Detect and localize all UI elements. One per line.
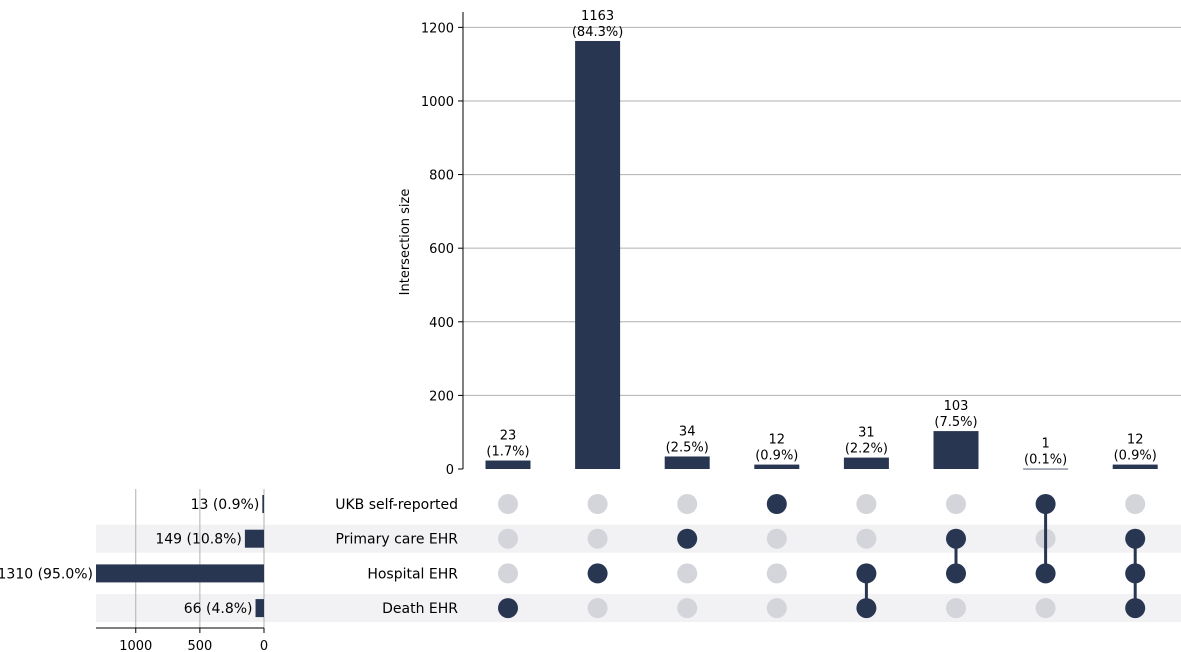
matrix-dot-inactive [946, 494, 966, 514]
bar-count-label: 23 [500, 429, 517, 444]
matrix-dot-inactive [587, 494, 608, 514]
x-tick-label: 500 [187, 639, 212, 652]
set-size-bar [244, 529, 264, 548]
matrix-dot-active [1125, 528, 1146, 549]
intersection-bar [933, 431, 979, 469]
matrix-dot-inactive [946, 598, 966, 619]
matrix-dot-active [1125, 563, 1146, 584]
matrix-dot-active [856, 563, 877, 584]
y-tick-label: 1000 [421, 95, 454, 110]
row-stripe [96, 594, 1181, 623]
intersection-bars [485, 40, 1158, 470]
y-tick-label: 1200 [421, 21, 454, 36]
set-name: UKB self-reported [335, 497, 458, 513]
matrix-dot-active [1035, 563, 1056, 584]
bar-percent-label: (0.1%) [1024, 453, 1067, 468]
intersection-bar [1112, 464, 1158, 469]
set-name: Death EHR [382, 601, 458, 617]
matrix-dot-inactive [677, 563, 698, 584]
set-size-bars [96, 495, 264, 618]
set-size-label: 66 (4.8%) [184, 601, 253, 617]
y-tick-label: 800 [429, 169, 454, 184]
intersection-bar [664, 456, 710, 469]
x-tick-label: 0 [260, 639, 268, 652]
set-size-bar [262, 495, 264, 513]
set-name-labels: UKB self-reported Primary care EHR Hospita… [335, 497, 458, 617]
bar-count-label: 12 [1127, 433, 1144, 448]
set-size-labels: 13 (0.9%) 149 (10.8%) 1310 (95.0%) 66 (4.8%… [0, 497, 259, 617]
matrix-dot-inactive [856, 528, 877, 549]
intersection-bar [485, 460, 531, 469]
bar-count-label: 1 [1041, 437, 1049, 452]
matrix-dot-inactive [766, 528, 787, 549]
matrix-dot-active [498, 598, 518, 619]
bar-percent-label: (2.2%) [845, 442, 888, 457]
y-tick-label: 200 [429, 389, 454, 404]
intersection-bar [754, 464, 800, 469]
set-name: Primary care EHR [336, 532, 459, 548]
x-tick-label: 1000 [119, 639, 152, 652]
matrix-dot-active [677, 528, 698, 549]
matrix-dot-inactive [498, 563, 518, 584]
matrix-dot-active [1125, 598, 1146, 619]
set-name: Hospital EHR [367, 566, 458, 582]
set-size-label: 1310 (95.0%) [0, 566, 93, 582]
y-axis-title: Intersection size [398, 189, 413, 296]
matrix-dot-inactive [498, 528, 518, 549]
bar-count-label: 12 [769, 433, 786, 448]
bar-percent-label: (1.7%) [486, 445, 529, 460]
bar-percent-label: (0.9%) [1114, 449, 1157, 464]
matrix-dot-active [946, 563, 966, 584]
bar-percent-label: (84.3%) [572, 25, 623, 40]
intersection-bar-labels: 23(1.7%)1163(84.3%)34(2.5%)12(0.9%)31(2.… [486, 9, 1156, 468]
intersection-bar [1023, 468, 1069, 470]
matrix-dot-inactive [1035, 598, 1056, 619]
set-size-label: 13 (0.9%) [191, 497, 260, 513]
matrix-dot-active [946, 528, 966, 549]
intersection-gridlines [463, 26, 1181, 396]
intersection-bar [575, 40, 621, 469]
bar-count-label: 1163 [581, 9, 614, 24]
row-stripe [96, 524, 1181, 553]
matrix-dot-active [766, 494, 787, 514]
matrix-dot-inactive [677, 494, 698, 514]
bar-percent-label: (7.5%) [934, 415, 977, 430]
set-size-label: 149 (10.8%) [155, 532, 242, 548]
bar-count-label: 34 [679, 424, 696, 439]
y-tick-label: 600 [429, 242, 454, 257]
matrix-dot-active [587, 563, 608, 584]
intersection-bar [843, 457, 889, 469]
bar-percent-label: (2.5%) [666, 440, 709, 455]
set-size-bar [255, 599, 264, 618]
bar-percent-label: (0.9%) [755, 449, 798, 464]
matrix-dot-inactive [1125, 494, 1146, 514]
matrix-dot-inactive [766, 563, 787, 584]
y-tick-label: 400 [429, 316, 454, 331]
matrix-dot-active [856, 598, 877, 619]
matrix-dot-inactive [498, 494, 518, 514]
y-tick-label: 0 [446, 463, 454, 478]
intersection-y-axis: 0 200 400 600 800 1000 1200 [421, 12, 464, 478]
membership-matrix [498, 494, 1146, 619]
set-size-x-axis: 1000 500 0 [96, 627, 268, 652]
matrix-dot-active [1035, 494, 1056, 514]
matrix-dot-inactive [766, 598, 787, 619]
bar-count-label: 31 [858, 426, 875, 441]
bar-count-label: 103 [944, 399, 969, 414]
matrix-dot-inactive [677, 598, 698, 619]
matrix-row-stripes [96, 524, 1181, 623]
set-size-bar [96, 564, 264, 583]
matrix-dot-inactive [587, 528, 608, 549]
matrix-dot-inactive [856, 494, 877, 514]
matrix-dot-inactive [587, 598, 608, 619]
